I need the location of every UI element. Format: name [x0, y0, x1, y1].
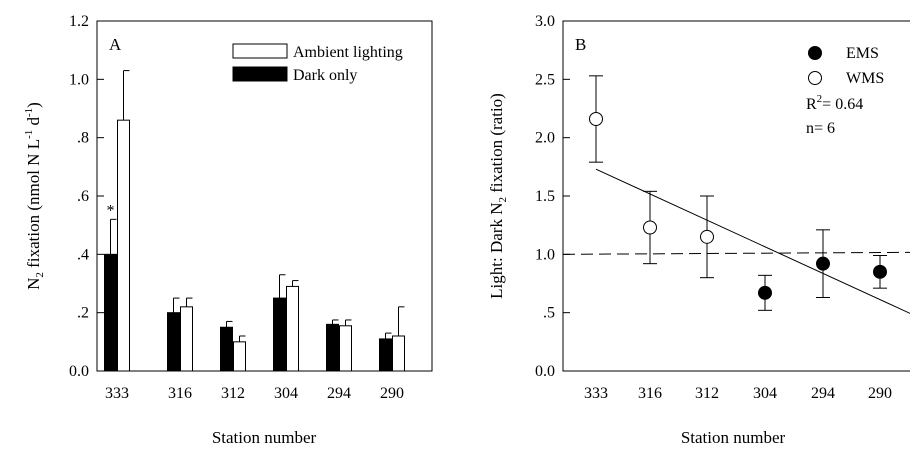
bar	[180, 306, 193, 372]
legend-label: WMS	[846, 70, 884, 87]
bar	[273, 297, 286, 372]
x-tick-label: 294	[327, 385, 351, 402]
panel-label: A	[109, 35, 122, 54]
x-tick-label: 333	[105, 385, 129, 402]
panel-label: B	[575, 35, 586, 54]
data-point	[643, 220, 657, 235]
reference-line	[562, 251, 910, 255]
y-axis-title: Light: Dark N2 fixation (ratio)	[487, 93, 509, 299]
data-point	[758, 285, 772, 300]
x-axis-title: Station number	[681, 428, 786, 447]
x-tick-label: 290	[868, 385, 892, 402]
significance-marker: *	[107, 202, 115, 219]
x-tick-label: 294	[811, 385, 835, 402]
bar	[392, 335, 405, 372]
legend-label: EMS	[846, 45, 879, 62]
y-tick-label: 1.0	[535, 246, 555, 263]
regression-line	[595, 168, 910, 314]
x-tick-label: 333	[584, 385, 608, 402]
data-point	[873, 264, 887, 279]
bar	[339, 325, 352, 372]
x-tick-label: 304	[274, 385, 298, 402]
legend: Ambient lighting Dark only	[232, 43, 403, 84]
legend-label: Ambient lighting	[293, 44, 403, 61]
y-tick-label: 0.0	[535, 363, 555, 380]
reference-lines	[562, 168, 910, 314]
x-tick-label: 312	[221, 385, 245, 402]
bar	[220, 326, 233, 372]
bar	[326, 323, 339, 372]
bars	[104, 70, 405, 372]
legend: EMS WMS	[808, 45, 884, 87]
panel-a: A 0.0 .2 .4 .6 .8 1.0 1.2 333 316 312 304 294 290 *…	[23, 13, 433, 447]
bar	[117, 119, 130, 372]
y-tick-label: .8	[77, 130, 89, 147]
x-tick-label: 290	[380, 385, 404, 402]
y-tick-label: 1.5	[535, 188, 555, 205]
y-axis: 0.0 .5 1.0 1.5 2.0 2.5 3.0	[535, 13, 570, 380]
data-point	[700, 229, 714, 244]
bar	[104, 253, 117, 372]
r-squared-label: R2= 0.64	[806, 93, 863, 113]
x-axis: 333 316 312 304 294 290	[584, 385, 892, 402]
panel-b: B 0.0 .5 1.0 1.5 2.0 2.5 3.0 333 316 312 304 294 29…	[487, 13, 910, 447]
x-tick-label: 316	[638, 385, 662, 402]
y-tick-label: .4	[77, 246, 89, 263]
y-tick-label: 0.0	[69, 363, 89, 380]
y-tick-label: .2	[77, 305, 89, 322]
y-tick-label: .5	[543, 305, 555, 322]
y-tick-label: 1.0	[69, 71, 89, 88]
x-tick-label: 316	[168, 385, 192, 402]
y-tick-label: 1.2	[69, 13, 89, 30]
legend-label: Dark only	[293, 67, 357, 84]
data-point	[589, 112, 603, 126]
x-tick-label: 312	[695, 385, 719, 402]
y-tick-label: .6	[77, 188, 89, 205]
x-tick-label: 304	[753, 385, 777, 402]
legend-marker-ems	[808, 46, 822, 60]
x-axis-title: Station number	[212, 428, 317, 447]
legend-swatch-dark	[232, 66, 288, 82]
y-tick-label: 2.5	[535, 71, 555, 88]
y-axis: 0.0 .2 .4 .6 .8 1.0 1.2	[69, 13, 104, 380]
data-point	[816, 256, 830, 271]
bar	[379, 338, 392, 372]
legend-swatch-ambient	[232, 43, 288, 59]
x-axis: 333 316 312 304 294 290	[105, 385, 404, 402]
data-points	[589, 75, 887, 311]
legend-marker-wms	[808, 71, 822, 85]
y-tick-label: 2.0	[535, 130, 555, 147]
n-label: n= 6	[806, 120, 835, 137]
y-axis-title: N2 fixation (nmol N L-1 d-1)	[23, 102, 46, 290]
bar	[233, 341, 246, 372]
y-tick-label: 3.0	[535, 13, 555, 30]
bar	[286, 285, 299, 372]
bar	[167, 312, 180, 372]
